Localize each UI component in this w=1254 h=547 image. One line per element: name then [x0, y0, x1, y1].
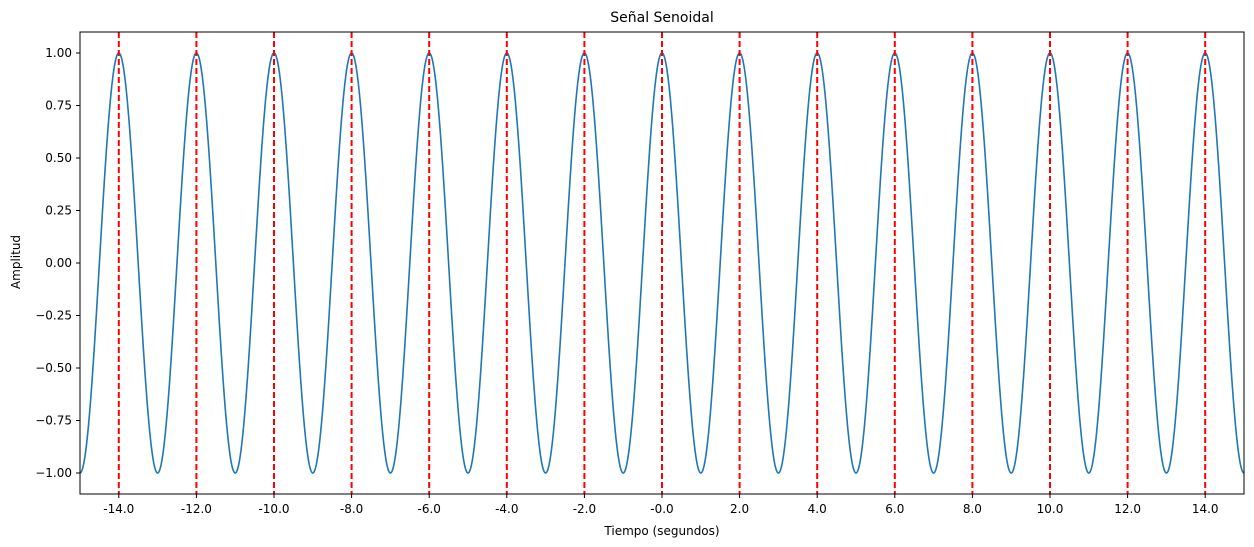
y-tick-label-0: 1.00: [45, 46, 72, 60]
chart-title: Señal Senoidal: [610, 10, 713, 26]
y-axis-label: Amplitud: [9, 235, 23, 289]
x-tick-label-9: 4.0: [808, 502, 827, 516]
plot-area: [79, 32, 1245, 494]
x-tick-label-3: -8.0: [340, 502, 363, 516]
x-tick-label-4: -6.0: [417, 502, 440, 516]
x-tick-label-13: 12.0: [1114, 502, 1141, 516]
y-tick-label-7: −0.75: [35, 414, 72, 428]
x-axis-label: Tiempo (segundos): [603, 524, 719, 538]
y-tick-label-3: 0.25: [45, 204, 72, 218]
x-tick-label-11: 8.0: [963, 502, 982, 516]
x-tick-label-0: -14.0: [103, 502, 134, 516]
x-tick-label-5: -4.0: [495, 502, 518, 516]
y-tick-label-4: 0.00: [45, 256, 72, 270]
x-tick-label-2: -10.0: [258, 502, 289, 516]
axes: -14.0 -12.0 -10.0 -8.0 -6.0 -4.0 -2.0 -0.0 2.0 4.…: [35, 31, 1245, 516]
x-tick-label-10: 6.0: [885, 502, 904, 516]
x-tick-label-14: 14.0: [1192, 502, 1219, 516]
y-tick-label-6: −0.50: [35, 361, 72, 375]
y-tick-label-2: 0.50: [45, 151, 72, 165]
x-tick-label-8: 2.0: [730, 502, 749, 516]
x-tick-label-1: -12.0: [181, 502, 212, 516]
x-tick-label-7: -0.0: [650, 502, 673, 516]
x-tick-label-6: -2.0: [573, 502, 596, 516]
y-tick-label-1: 0.75: [45, 99, 72, 113]
x-tick-label-12: 10.0: [1037, 502, 1064, 516]
y-tick-label-5: −0.25: [35, 309, 72, 323]
y-tick-label-8: −1.00: [35, 466, 72, 480]
